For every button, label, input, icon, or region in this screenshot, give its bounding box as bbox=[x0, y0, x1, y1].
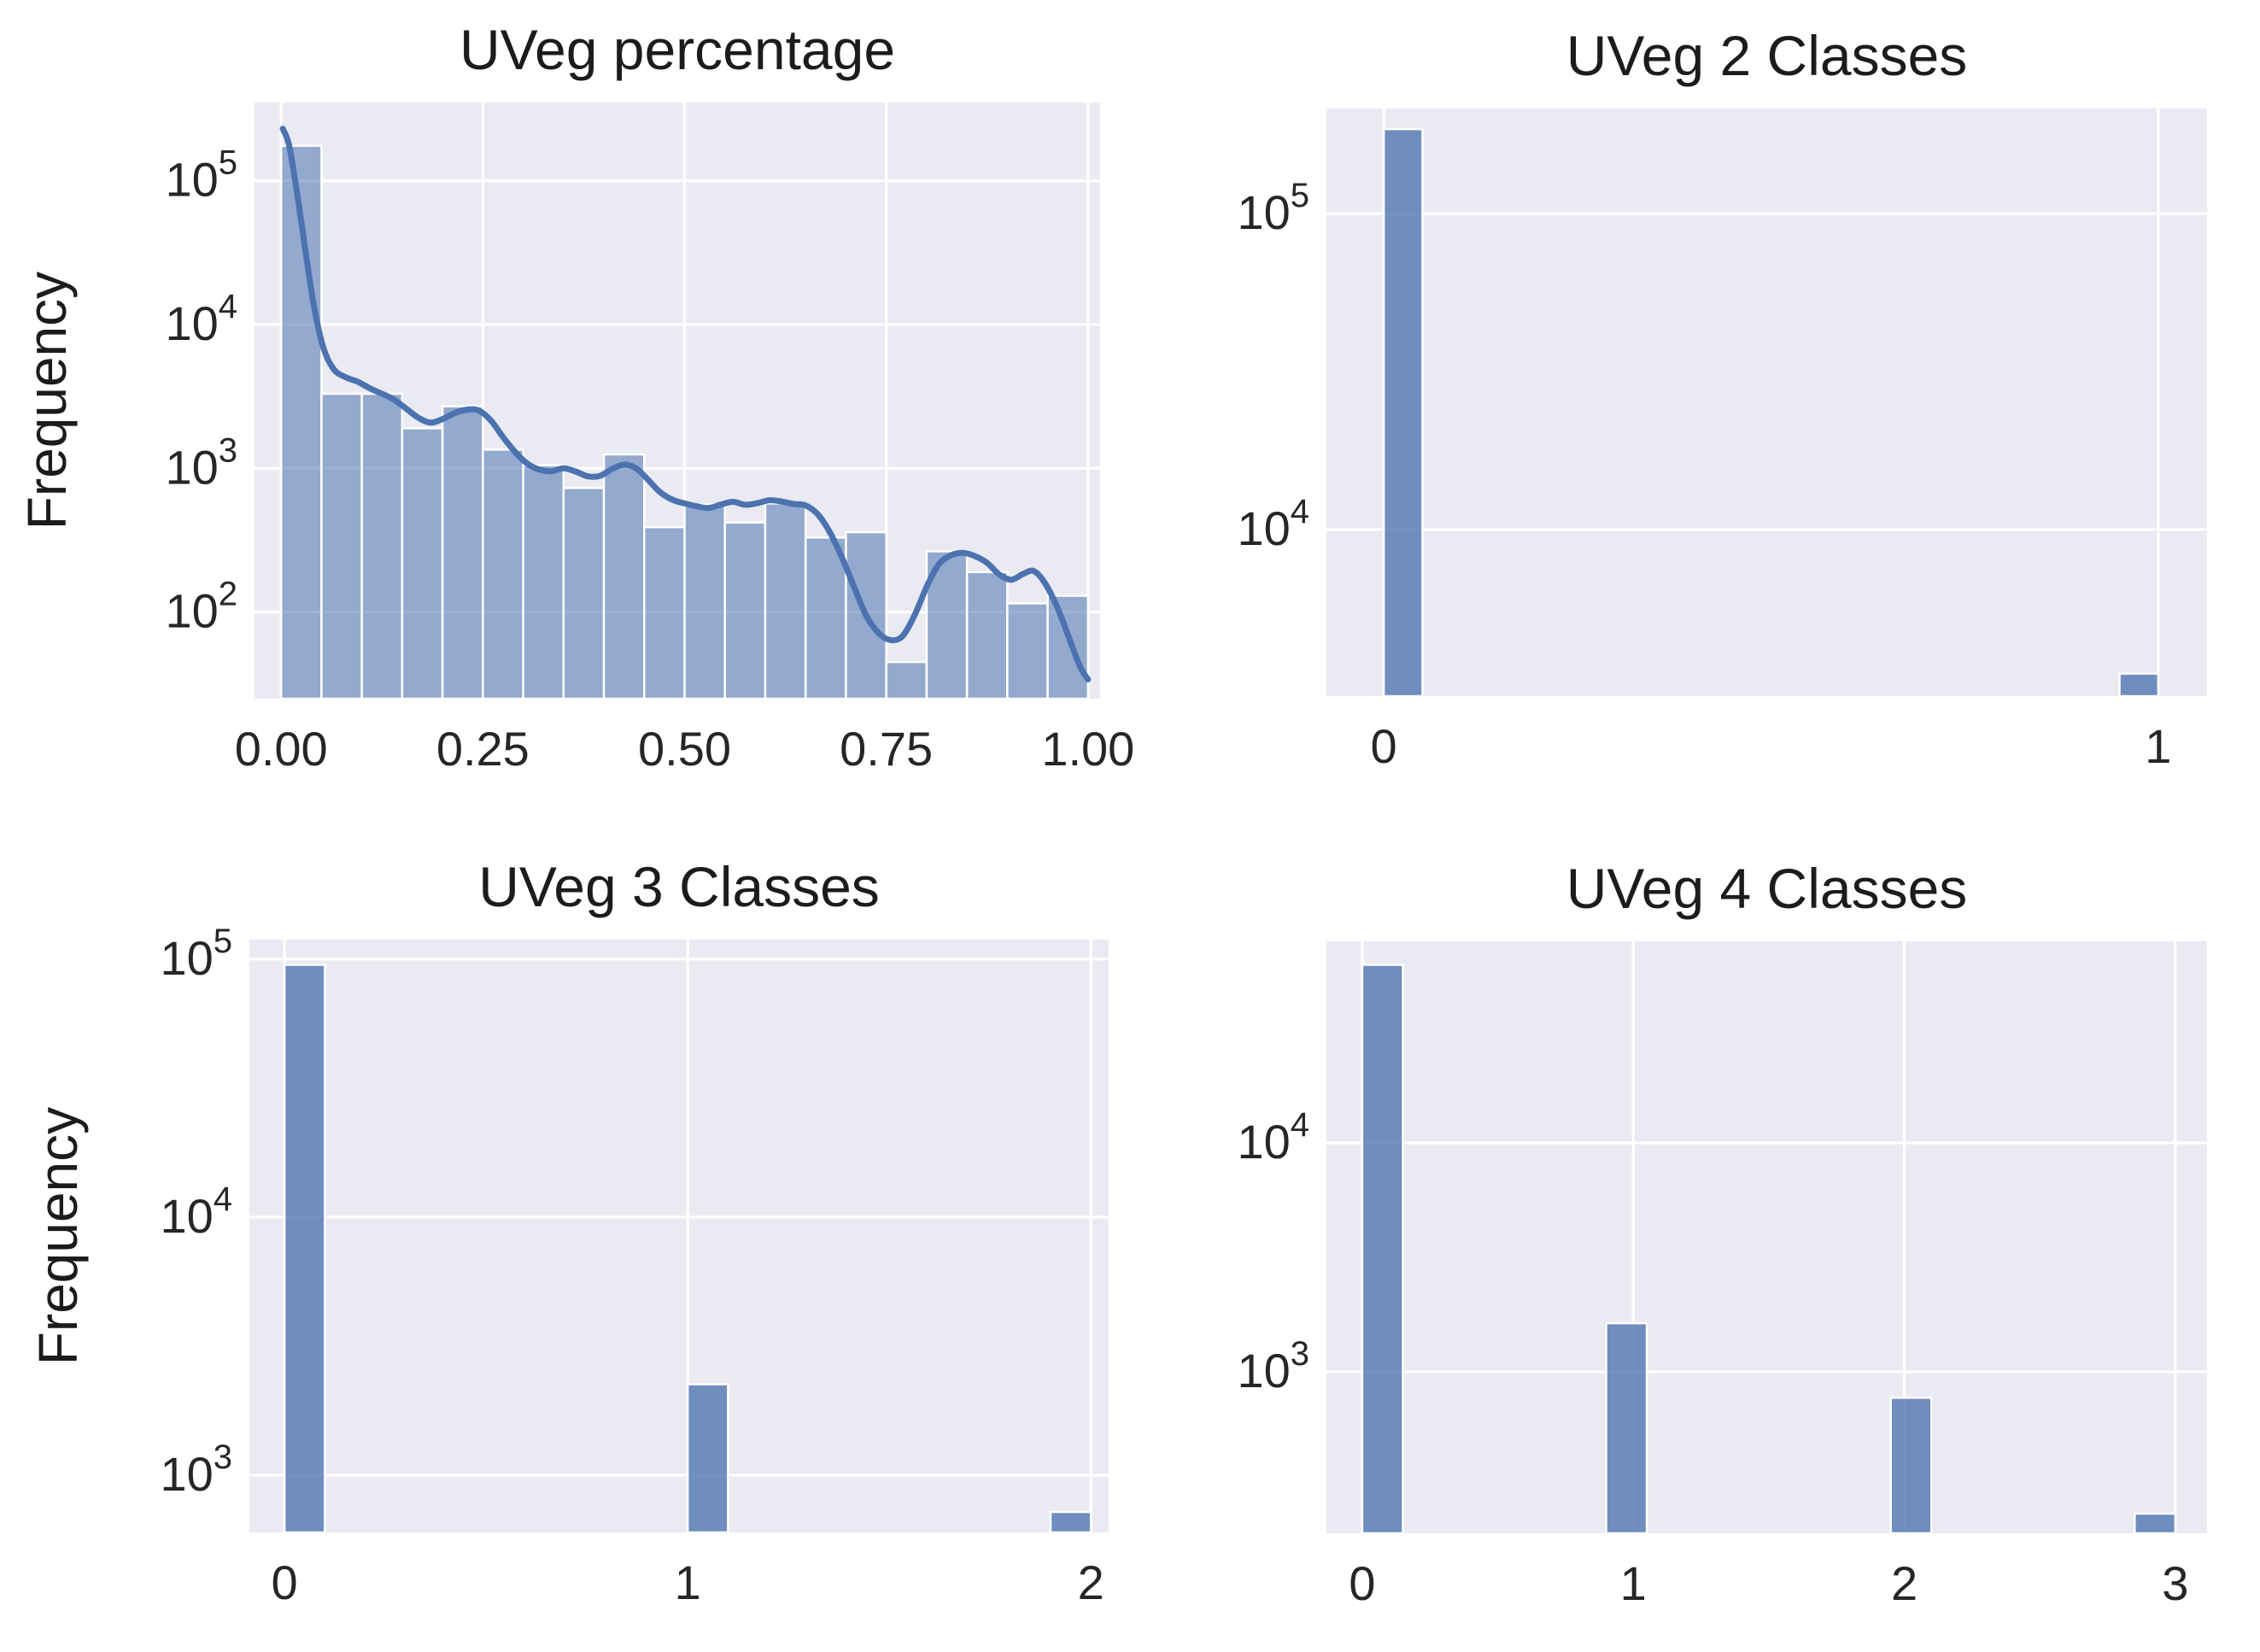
histogram-bar bbox=[522, 464, 565, 700]
panel-uveg-4-classes-title: UVeg 4 Classes bbox=[1566, 857, 1968, 920]
y-axis-tick-label: 103 bbox=[160, 1438, 232, 1501]
histogram-bar bbox=[2118, 672, 2160, 698]
y-axis-tick-label: 104 bbox=[1237, 493, 1309, 555]
y-axis-tick-label: 104 bbox=[160, 1180, 232, 1243]
histogram-bar bbox=[2134, 1512, 2177, 1535]
histogram-bar bbox=[602, 453, 646, 700]
histogram-bar bbox=[804, 536, 847, 700]
histogram-bar bbox=[683, 503, 726, 700]
y-axis-tick-label: 105 bbox=[165, 144, 237, 207]
x-axis-tick-label: 3 bbox=[2162, 1556, 2188, 1610]
uveg-percentage-histogram-plot: 105 104 103 102 0.00 0.25 0.50 0.75 1.00 bbox=[165, 103, 1134, 776]
uveg-4-classes-histogram-plot: 104 103 0 1 2 3 bbox=[1237, 941, 2207, 1610]
histogram-bar bbox=[320, 392, 363, 700]
histogram-bar bbox=[1889, 1397, 1933, 1535]
panel-uveg-percentage-title: UVeg percentage bbox=[459, 18, 896, 81]
histogram-bar bbox=[723, 521, 767, 700]
x-axis-tick-label: 2 bbox=[1891, 1556, 1917, 1610]
histogram-bar bbox=[885, 660, 928, 700]
plot-background bbox=[1326, 108, 2207, 696]
y-axis-tick-label: 104 bbox=[1237, 1106, 1309, 1169]
histogram-bar bbox=[686, 1383, 729, 1534]
kde-curve bbox=[279, 126, 1092, 682]
y-axis-tick-label: 102 bbox=[165, 576, 237, 638]
y-axis-tick-label: 103 bbox=[1237, 1335, 1309, 1397]
x-axis-tick-label: 1.00 bbox=[1041, 722, 1134, 776]
histogram-bar bbox=[1605, 1321, 1648, 1535]
x-axis-tick-label: 1 bbox=[675, 1555, 701, 1609]
plot-background bbox=[1326, 941, 2207, 1533]
frequency-axis-label-top: Frequency bbox=[16, 271, 78, 530]
x-axis-tick-label: 0.50 bbox=[638, 722, 731, 776]
y-axis-tick-label: 105 bbox=[160, 923, 232, 985]
y-axis-tick-label: 105 bbox=[1237, 177, 1309, 239]
x-axis-tick-label: 2 bbox=[1078, 1555, 1104, 1609]
y-axis-tick-label: 103 bbox=[165, 431, 237, 494]
x-axis-tick-label: 0 bbox=[1349, 1556, 1375, 1610]
x-axis-tick-label: 0.75 bbox=[840, 722, 933, 776]
histogram-bar bbox=[482, 448, 524, 700]
x-axis-tick-label: 1 bbox=[1620, 1556, 1647, 1610]
panel-uveg-2-classes-title: UVeg 2 Classes bbox=[1566, 24, 1968, 87]
uveg-2-classes-histogram-plot: 105 104 0 1 bbox=[1237, 108, 2207, 773]
y-axis-tick-label: 104 bbox=[165, 288, 237, 350]
x-axis-tick-label: 0.25 bbox=[436, 722, 530, 776]
histogram-bar bbox=[562, 487, 606, 700]
histogram-bar bbox=[1006, 602, 1049, 700]
histogram-bar bbox=[643, 525, 686, 700]
histogram-bar bbox=[360, 392, 404, 700]
x-axis-tick-label: 0 bbox=[1371, 719, 1397, 773]
histogram-bar bbox=[1361, 964, 1404, 1535]
frequency-axis-label-bottom: Frequency bbox=[27, 1106, 89, 1366]
histogram-bar bbox=[965, 571, 1009, 700]
histogram-bar bbox=[441, 405, 484, 700]
histogram-bar bbox=[1046, 595, 1090, 700]
plot-background bbox=[249, 940, 1109, 1532]
histogram-bar bbox=[1049, 1510, 1092, 1534]
x-axis-tick-label: 0.00 bbox=[235, 722, 328, 776]
histogram-bar bbox=[283, 964, 326, 1534]
x-axis-tick-label: 1 bbox=[2145, 719, 2171, 773]
panel-uveg-3-classes-title: UVeg 3 Classes bbox=[478, 855, 880, 918]
histogram-bar bbox=[1382, 127, 1424, 698]
uveg-3-classes-histogram-plot: 105 104 103 0 1 2 bbox=[160, 923, 1109, 1609]
histogram-bar bbox=[401, 427, 444, 700]
x-axis-tick-label: 0 bbox=[271, 1555, 297, 1609]
histogram-bar bbox=[764, 502, 807, 700]
